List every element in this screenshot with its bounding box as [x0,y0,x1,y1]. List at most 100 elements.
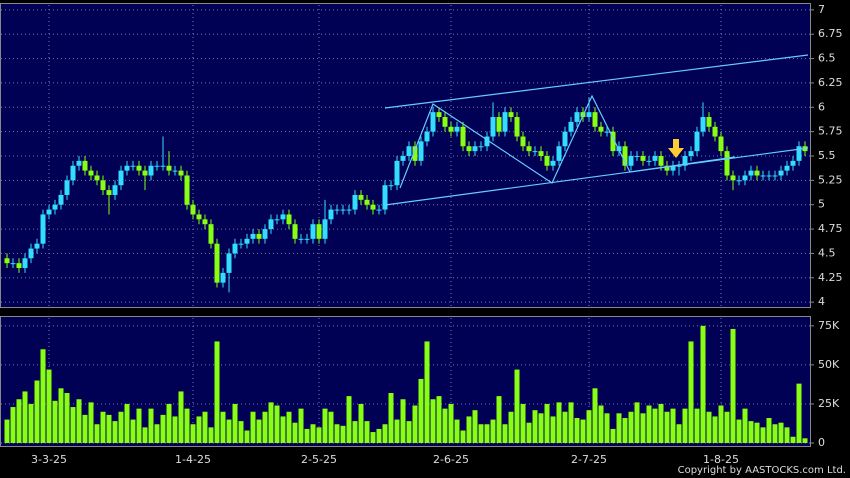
candle-body [634,156,640,157]
volume-bar [190,424,196,443]
candle-body [604,131,610,133]
volume-bar [142,427,148,443]
volume-bar [160,414,166,443]
candle-body [676,165,682,167]
candle-body [130,165,136,167]
candle-body [736,180,742,182]
candle-body [586,112,592,118]
volume-bar [376,428,382,443]
volume-bar [262,411,268,443]
volume-bar [208,427,214,443]
volume-bar [532,410,538,443]
candle-body [748,170,754,176]
candle-body [568,121,574,132]
y-tick-label: 5.5 [818,149,836,162]
volume-bar [118,411,124,443]
volume-bar [58,388,64,443]
candle-body [292,224,298,239]
volume-bar [310,424,316,443]
candle-body [352,194,358,210]
volume-bar [472,410,478,443]
candle-body [712,126,718,137]
volume-bar [760,427,766,443]
candle-body [76,160,82,166]
volume-bar [124,403,130,443]
volume-bar [298,408,304,443]
volume-bar [34,380,40,443]
candle-body [550,160,556,166]
channel-top [384,54,809,109]
volume-bar [46,369,52,443]
candle-body [148,165,154,176]
volume-bar [364,421,370,443]
candle-body [514,117,520,137]
candle-body [520,136,526,147]
candle-body [718,136,724,152]
candle-body [724,151,730,176]
copyright: Copyright by AASTOCKS.com Ltd. [678,465,846,476]
candle-body [682,156,688,166]
volume-bar [784,427,790,443]
volume-bar [430,399,436,443]
volume-bar [418,378,424,443]
candle-body [94,175,100,181]
candle-body [202,219,208,225]
candle-body [4,258,10,264]
volume-bar [712,416,718,443]
candle-body [106,190,112,195]
candle-body [184,175,190,205]
candle-body [136,165,142,171]
candle-body [16,263,22,269]
volume-bar [358,403,364,443]
candle-body [310,224,316,239]
volume-bar [196,416,202,443]
volume-bar [400,399,406,443]
candle-body [760,175,766,177]
y-tick-label: 7 [818,3,825,16]
candle-body [28,248,34,259]
volume-bar [292,422,298,443]
volume-bar [598,405,604,443]
candle-body [460,126,466,147]
candle-body [70,165,76,181]
volume-bar [424,341,430,443]
volume-bar [514,369,520,443]
candle-body [640,156,646,161]
y-tick-label: 5.25 [818,173,843,186]
candle-body [118,170,124,186]
candle-body [478,146,484,148]
candle-body [244,238,250,244]
volume-bar [406,421,412,443]
volume-bar [634,402,640,443]
y-tick-label: 0 [818,436,825,449]
volume-bar [790,436,796,443]
volume-bar [220,411,226,443]
candle-body [304,238,310,240]
volume-bar [28,403,34,443]
volume-bar [682,408,688,443]
volume-bar [16,399,22,443]
candle-body [394,160,400,186]
volume-bar [268,402,274,443]
y-tick-label: 50K [818,358,840,371]
volume-bar [730,328,736,443]
x-tick-label: 1-4-25 [175,453,211,466]
x-tick-label: 2-6-25 [433,453,469,466]
volume-bar [478,424,484,443]
volume-bar [484,424,490,443]
candle-body [10,263,16,265]
volume-bar [82,414,88,443]
candle-body [238,243,244,245]
volume-bar [658,403,664,443]
volume-bar [508,411,514,443]
candle-body [250,233,256,239]
candle-body [382,185,388,210]
volume-bar [250,411,256,443]
y-tick-label: 6.75 [818,27,843,40]
candle-body [40,214,46,244]
y-tick-label: 6.25 [818,76,843,89]
candle-body [490,117,496,137]
volume-bar [316,427,322,443]
volume-bar [40,349,46,443]
